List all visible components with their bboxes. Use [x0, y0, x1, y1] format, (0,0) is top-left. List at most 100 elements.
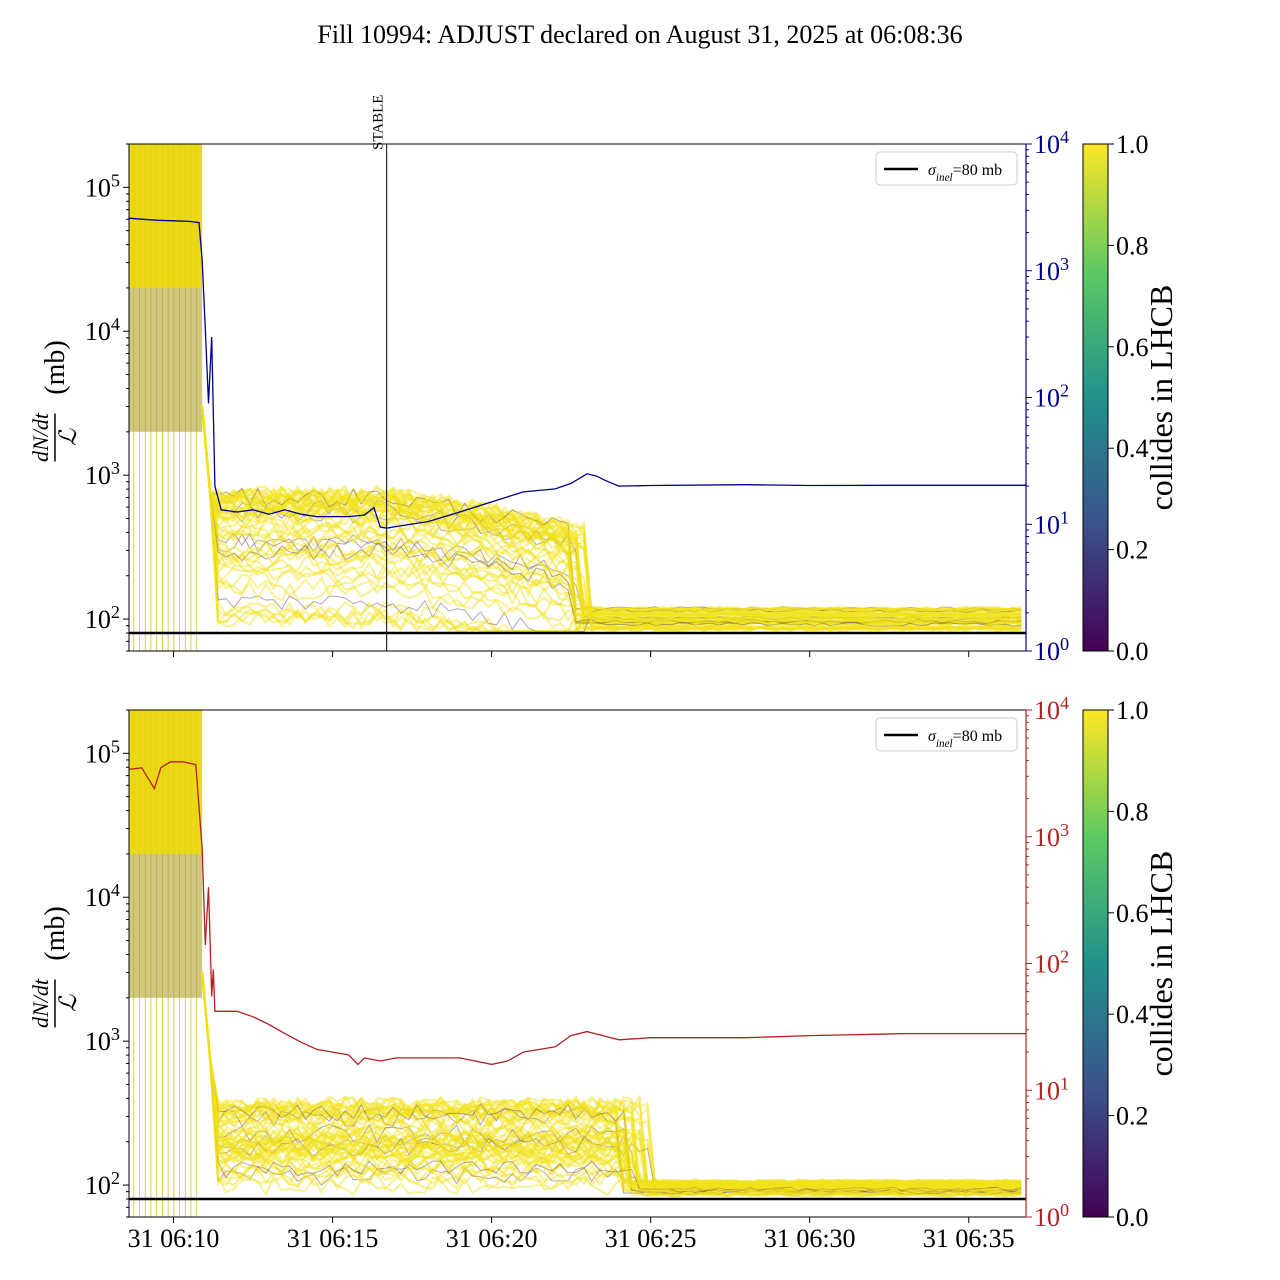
bunch-rate-line	[201, 406, 1022, 632]
secondary-y-tick-label: 102	[1034, 381, 1069, 413]
x-tick-label: 31 06:30	[764, 1224, 856, 1253]
y-tick-label: 103	[85, 458, 120, 490]
bunch-rate-line	[201, 406, 1022, 617]
legend: σinel=80 mb	[875, 151, 1018, 186]
bunch-rate-line	[201, 972, 1022, 1186]
legend-label: σinel=80 mb	[928, 162, 1002, 184]
colorbar-tick-label: 0.0	[1116, 637, 1149, 666]
bunch-rate-line	[201, 406, 1022, 627]
figure-title: Fill 10994: ADJUST declared on August 31…	[317, 20, 963, 49]
legend-box	[875, 151, 1018, 186]
bunch-rate-line	[201, 406, 1022, 631]
bunch-rate-line	[201, 972, 1022, 1191]
bunch-rate-line	[201, 972, 1022, 1186]
bunch-rate-line	[201, 406, 1022, 624]
bunch-rate-line	[201, 406, 1022, 632]
bunch-rate-line	[201, 972, 1022, 1195]
bunch-high-region	[129, 144, 203, 288]
bunch-rate-line	[201, 972, 1022, 1195]
bunch-rate-line	[201, 406, 1022, 626]
colorbar-gradient	[1082, 709, 1109, 1218]
bunch-rate-line	[201, 972, 1022, 1194]
secondary-y-tick-label: 100	[1034, 1200, 1069, 1232]
bunch-rate-line	[201, 972, 1022, 1185]
plot-area	[129, 144, 1026, 651]
bunch-rate-line	[201, 406, 1022, 626]
y-tick-label: 104	[85, 880, 120, 912]
bunch-rate-line	[201, 972, 1022, 1188]
bunch-rate-line	[201, 972, 1022, 1196]
colorbar-tick-label: 0.0	[1116, 1203, 1149, 1232]
bunch-high-region-dark	[129, 287, 203, 432]
bunch-rate-line	[201, 406, 1022, 612]
bunch-rate-line	[201, 972, 1022, 1185]
bunch-rate-line	[201, 406, 1022, 627]
secondary-series-line	[129, 217, 1026, 529]
secondary-series-line	[129, 761, 1026, 1066]
secondary-y-tick-label: 103	[1034, 254, 1069, 286]
bunch-rate-line	[201, 406, 1022, 621]
bunch-rate-line	[201, 972, 1022, 1193]
bunch-rate-line	[201, 406, 1022, 624]
bunch-rate-line	[201, 406, 1022, 617]
bunch-rate-line	[201, 406, 1022, 633]
bunch-rate-line	[201, 406, 1022, 633]
bunch-rate-line	[201, 972, 1022, 1192]
bunch-high-region-dark	[129, 853, 203, 998]
x-tick-label: 31 06:35	[923, 1224, 1015, 1253]
bunch-rate-line	[201, 972, 1022, 1198]
x-tick-label: 31 06:20	[446, 1224, 538, 1253]
colorbar: 0.0 0.2 0.4 0.6 0.8 1.0 collides in LHCB	[1082, 696, 1179, 1232]
bunch-rate-lines	[129, 144, 1022, 651]
bunch-rate-line	[201, 406, 1022, 621]
bunch-rate-line	[201, 406, 1022, 625]
colorbar-tick-label: 0.6	[1116, 333, 1149, 362]
bunch-rate-line	[201, 406, 1022, 633]
bunch-rate-lines	[129, 710, 1022, 1217]
bunch-high-region	[129, 710, 203, 854]
y-axis-label-denominator: ℒ	[56, 428, 82, 446]
bunch-rate-line	[201, 972, 1022, 1185]
bunch-rate-line	[201, 972, 1022, 1193]
y-axis-label-denominator: ℒ	[56, 994, 82, 1012]
bunch-rate-line	[201, 406, 1022, 630]
y-axis-label-numerator: dN/dt	[28, 978, 53, 1028]
bunch-rate-line	[201, 972, 1022, 1188]
bunch-rate-line	[201, 406, 1022, 630]
bunch-rate-line	[201, 406, 1022, 621]
bunch-rate-line	[201, 406, 1022, 631]
y-axis-label: dN/dt ℒ (mb)	[28, 340, 82, 462]
y-tick-label: 105	[85, 736, 120, 768]
bunch-rate-line	[201, 406, 1022, 625]
bunch-rate-line	[201, 406, 1022, 634]
bunch-rate-line	[201, 406, 1022, 631]
bunch-rate-line	[201, 406, 1022, 619]
bunch-rate-line	[201, 972, 1022, 1189]
bunch-rate-line	[201, 972, 1022, 1190]
y-tick-label: 103	[85, 1024, 120, 1056]
bunch-rate-line	[201, 406, 1022, 612]
bunch-rate-line	[201, 972, 1022, 1192]
bunch-rate-line	[201, 972, 1022, 1189]
bunch-rate-line	[201, 406, 1022, 622]
bunch-rate-line	[201, 972, 1022, 1199]
stable-label: STABLE	[371, 95, 387, 150]
bunch-rate-line	[201, 972, 1022, 1198]
colorbar-tick-label: 0.8	[1116, 797, 1149, 826]
colorbar-tick-label: 0.6	[1116, 899, 1149, 928]
bunch-rate-line	[201, 972, 1022, 1186]
bunch-rate-line	[201, 406, 1022, 617]
colorbar-tick-label: 0.8	[1116, 231, 1149, 260]
colorbar-tick-label: 0.4	[1116, 1000, 1149, 1029]
bunch-rate-line	[201, 406, 1022, 631]
secondary-y-tick-label: 101	[1034, 507, 1069, 539]
bunch-rate-line	[201, 406, 1022, 611]
legend-box	[875, 717, 1018, 752]
bunch-rate-line	[201, 972, 1022, 1191]
bunch-rate-line	[201, 972, 1022, 1189]
bunch-rate-line	[201, 972, 1022, 1188]
bunch-rate-line	[201, 406, 1022, 632]
legend: σinel=80 mb	[875, 717, 1018, 752]
colorbar-gradient	[1082, 143, 1109, 652]
